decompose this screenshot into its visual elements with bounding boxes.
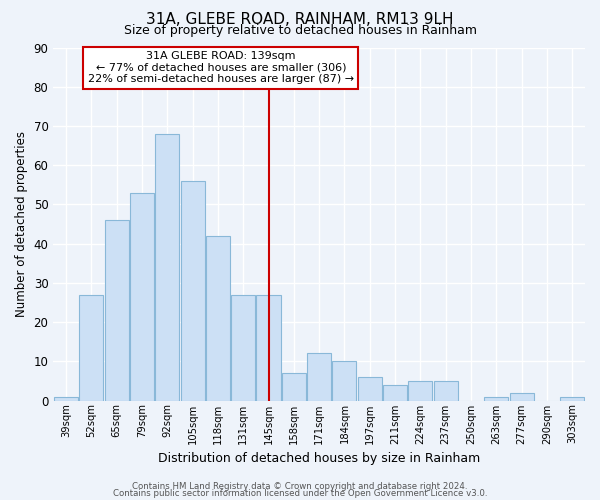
Bar bbox=[358, 377, 382, 400]
X-axis label: Distribution of detached houses by size in Rainham: Distribution of detached houses by size … bbox=[158, 452, 480, 465]
Text: 31A, GLEBE ROAD, RAINHAM, RM13 9LH: 31A, GLEBE ROAD, RAINHAM, RM13 9LH bbox=[146, 12, 454, 28]
Bar bbox=[54, 396, 78, 400]
Text: Contains HM Land Registry data © Crown copyright and database right 2024.: Contains HM Land Registry data © Crown c… bbox=[132, 482, 468, 491]
Bar bbox=[155, 134, 179, 400]
Bar bbox=[231, 294, 255, 401]
Bar bbox=[130, 192, 154, 400]
Bar bbox=[484, 396, 508, 400]
Text: Size of property relative to detached houses in Rainham: Size of property relative to detached ho… bbox=[124, 24, 476, 37]
Text: Contains public sector information licensed under the Open Government Licence v3: Contains public sector information licen… bbox=[113, 489, 487, 498]
Bar bbox=[560, 396, 584, 400]
Y-axis label: Number of detached properties: Number of detached properties bbox=[15, 131, 28, 317]
Bar bbox=[307, 354, 331, 401]
Bar bbox=[104, 220, 128, 400]
Bar bbox=[256, 294, 281, 401]
Bar bbox=[409, 381, 433, 400]
Bar bbox=[79, 294, 103, 401]
Bar bbox=[206, 236, 230, 400]
Bar bbox=[434, 381, 458, 400]
Bar bbox=[509, 392, 534, 400]
Bar bbox=[332, 362, 356, 401]
Bar bbox=[181, 181, 205, 400]
Bar bbox=[282, 373, 306, 400]
Bar bbox=[383, 385, 407, 400]
Text: 31A GLEBE ROAD: 139sqm
← 77% of detached houses are smaller (306)
22% of semi-de: 31A GLEBE ROAD: 139sqm ← 77% of detached… bbox=[88, 51, 354, 84]
